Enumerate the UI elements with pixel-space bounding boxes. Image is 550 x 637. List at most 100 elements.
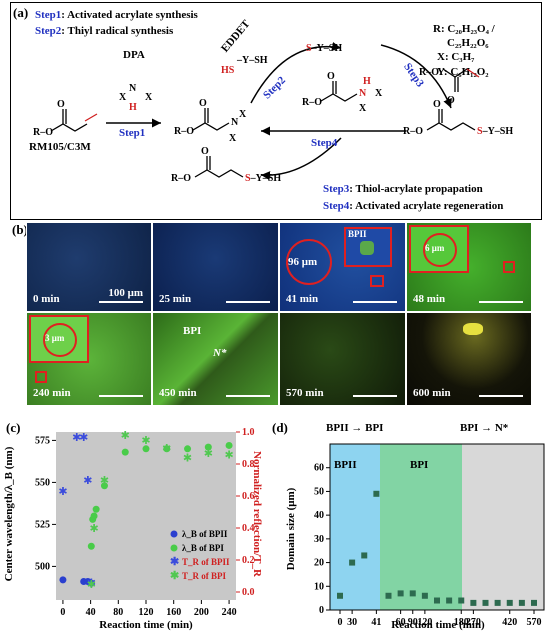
svg-text:N: N [359,88,367,99]
svg-text:R–O: R–O [302,97,322,108]
svg-text:O: O [433,99,441,110]
transition-2: BPI → N* [460,422,509,434]
scale-bar [226,395,270,397]
scale-bar [479,395,523,397]
data-point [506,599,513,606]
y2-tick-label: 0.8 [242,459,255,470]
chart-c-legend: λ_B of BPII λ_B of BPI ✱ T_R of BPII ✱ T_R… [170,529,230,582]
y2-tick-label: 0.0 [242,587,255,598]
x-tick-label: 420 [502,617,517,628]
svg-text:R–O: R–O [403,126,423,137]
x-tick-label: 80 [113,607,123,618]
svg-text:H: H [129,102,137,113]
micrograph-41min: 96 μm BPII 41 min [279,222,406,312]
x-tick-label: 60 [396,617,406,628]
highlight-box [370,275,384,287]
panel-c-label: (c) [6,420,21,435]
step1-arrow-label: Step1 [119,127,146,139]
x-tick-label: 30 [347,617,357,628]
data-point [92,505,100,513]
y2-tick-label: 0.2 [242,555,255,566]
y-tick-label: 20 [314,558,324,569]
y-tick-label: 40 [314,510,324,521]
data-point [142,445,150,453]
data-point [87,542,95,550]
x-tick-label: 41 [371,617,381,628]
data-point [458,597,465,604]
x-tick-label: 0 [60,607,65,618]
r-definition: R: C₂₀H₂₃O₄ / [433,23,495,35]
chart-c: Center wavelength/λ_B (nm) Normalized re… [3,427,262,631]
data-point [421,592,428,599]
svg-text:N: N [231,117,239,128]
dpa-n: N [129,83,137,94]
data-point: ✱ [100,475,109,487]
legend-1: λ_B of BPII [182,529,228,539]
data-point [373,490,380,497]
data-point: ✱ [121,430,130,442]
data-point: ✱ [183,453,192,465]
micrograph-0min: 0 min 100 μm [26,222,152,312]
rm-label: RM105/C3M [29,141,91,153]
data-point: ✱ [141,435,150,447]
x-tick-label: 200 [194,607,209,618]
micrograph-570min: 570 min [279,312,406,406]
svg-text:S–Y–SH: S–Y–SH [477,126,513,137]
svg-text:R–O: R–O [419,67,439,78]
transition-1: BPII → BPI [326,422,384,434]
step2-legend: Step2: Thiyl radical synthesis [35,25,174,37]
highlight-box [35,371,47,383]
region-bpii [330,444,380,610]
dpa-label: DPA [123,49,145,61]
svg-text:O: O [199,98,207,109]
data-point [434,597,440,604]
data-point [337,592,343,599]
data-point [87,579,95,587]
panel-a-scheme: (a) Step1: Activated acrylate synthesis … [10,2,542,220]
data-point: ✱ [83,475,92,487]
data-point: ✱ [87,579,96,591]
svg-text:S–Y–SH: S–Y–SH [306,43,342,54]
chart-c-ylabel-left: Center wavelength/λ_B (nm) [3,446,15,581]
data-point: ✱ [162,443,171,455]
svg-text:O: O [57,99,65,110]
svg-text:O: O [201,146,209,157]
region-bpi-label: BPI [410,459,428,471]
step4-legend: Step4: Activated acrylate regeneration [323,200,504,212]
x-tick-label: 120 [139,607,154,618]
x-definition: X: C₃H₇ [437,51,475,63]
step1-legend: Step1: Activated acrylate synthesis [35,9,198,21]
micrograph-600min: 600 min [406,312,532,406]
reaction-scheme-svg: O R–O N X X H O R–O N X X HS –Y–SH S–Y–S… [33,41,513,184]
step3-legend: Step3: Thiol-acrylate propapation [323,183,483,195]
step4-arrow-label: Step4 [311,137,338,149]
x-tick-label: 180 [454,617,469,628]
region-bpii-label: BPII [334,459,357,471]
data-point [361,552,368,559]
data-point [204,443,212,451]
y2-tick-label: 0.6 [242,491,255,502]
legend-3: T_R of BPII [182,557,230,567]
x-tick-label: 0 [338,617,343,628]
y-tick-label: 0 [319,605,324,616]
data-point: ✱ [87,577,96,589]
y-tick-label: 575 [35,435,50,446]
panel-b-label: (b) [12,222,28,237]
data-point [482,599,489,606]
svg-text:H: H [363,76,371,87]
svg-text:R–O: R–O [33,127,53,138]
r-definition-2: C₂₅H₂₂O₆ [447,37,489,49]
micrograph-25min: 25 min [152,222,279,312]
x-tick-label: 240 [222,607,237,618]
highlight-box [503,261,515,273]
data-point: ✱ [224,449,233,461]
data-point [59,576,67,584]
svg-text:X: X [145,92,153,103]
inset-circle [286,239,332,285]
data-point: ✱ [89,523,98,535]
svg-text:✱: ✱ [170,570,179,582]
chart-c-plot-area [56,432,236,600]
acrylate-structure [50,109,98,132]
y-tick-label: 525 [35,519,50,530]
svg-text:X: X [119,92,127,103]
